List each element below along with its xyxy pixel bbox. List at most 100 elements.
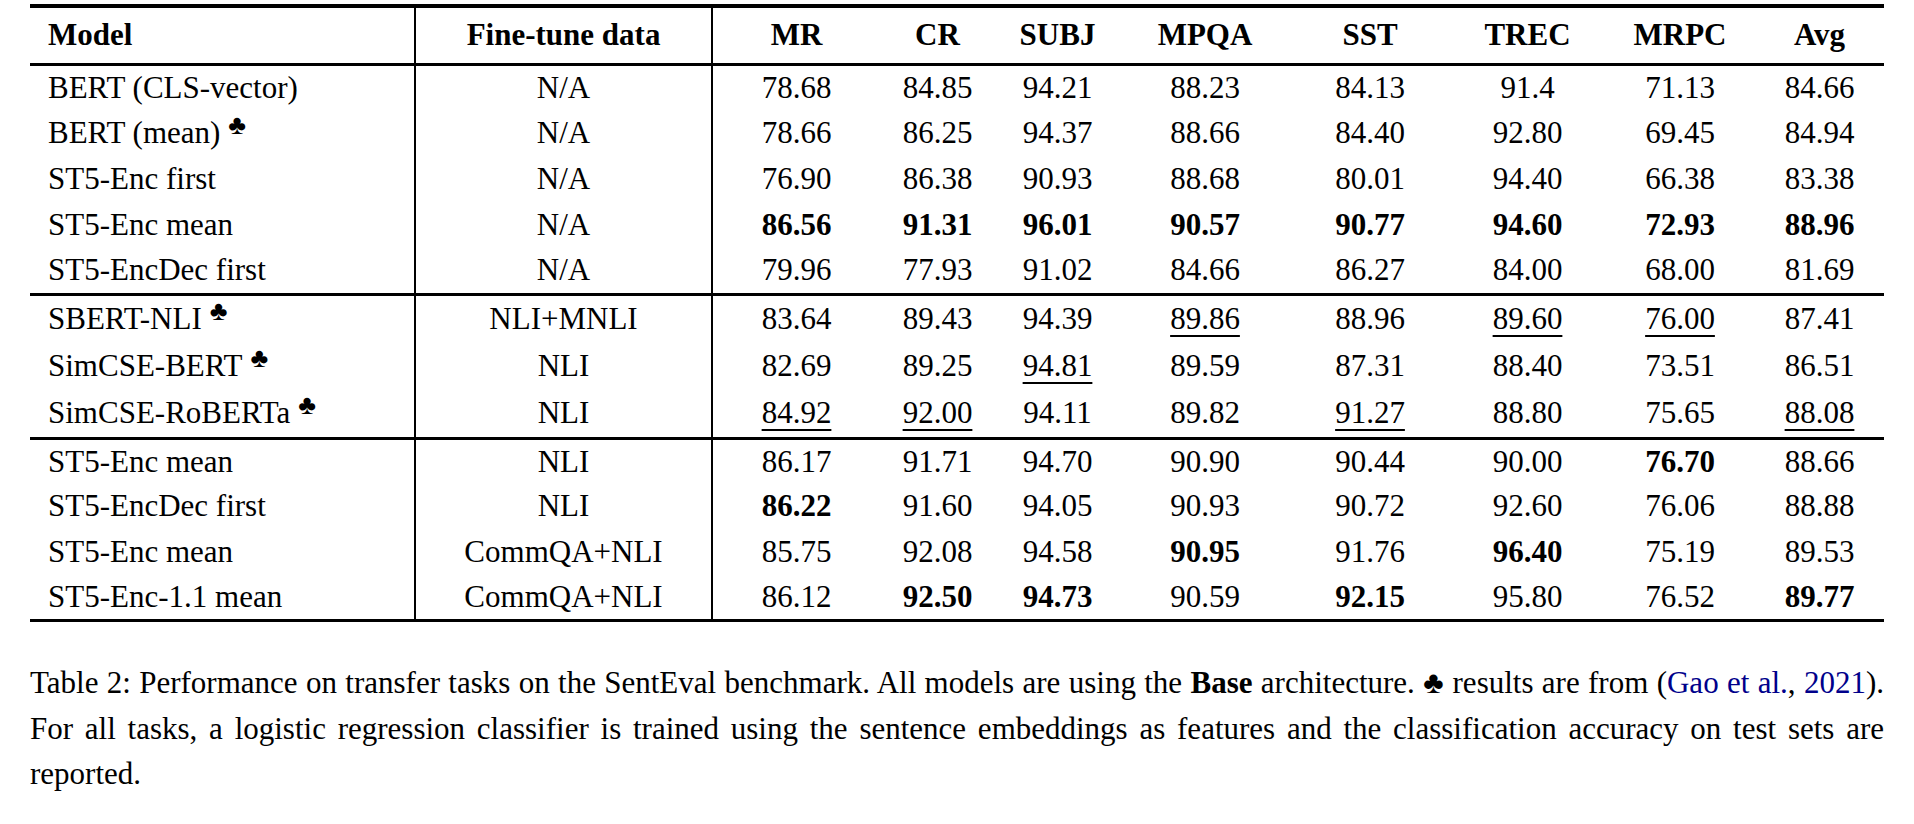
score-cell-subj: 94.21 [995, 64, 1120, 110]
model-name: SimCSE-RoBERTa♣ [30, 390, 415, 438]
column-header-fine-tune-data: Fine-tune data [415, 6, 712, 64]
model-name-label: BERT (CLS-vector) [48, 70, 298, 105]
table-caption: Table 2: Performance on transfer tasks o… [30, 660, 1884, 797]
score-cell-mrpc: 72.93 [1605, 202, 1755, 248]
model-name-label: ST5-Enc-1.1 mean [48, 579, 282, 614]
score-cell-trec: 91.4 [1450, 64, 1605, 110]
score-cell-avg: 83.38 [1755, 156, 1884, 202]
score-cell-sst: 90.77 [1290, 202, 1450, 248]
club-suit-icon: ♣ [228, 110, 246, 140]
group-3: ST5-Enc meanNLI86.1791.7194.7090.9090.44… [30, 438, 1884, 620]
model-name: BERT (mean)♣ [30, 110, 415, 156]
column-header-trec: TREC [1450, 6, 1605, 64]
score-cell-subj: 94.37 [995, 110, 1120, 156]
table-row: ST5-Enc firstN/A76.9086.3890.9388.6880.0… [30, 156, 1884, 202]
score-cell-mr: 78.68 [712, 64, 880, 110]
score-cell-cr: 89.25 [880, 342, 995, 390]
score-cell-mpqa: 88.66 [1120, 110, 1290, 156]
model-name-label: ST5-Enc mean [48, 207, 233, 242]
model-name-label: ST5-Enc first [48, 161, 216, 196]
score-cell-mpqa: 89.59 [1120, 342, 1290, 390]
caption-text: results are from ( [1444, 665, 1667, 700]
score-cell-mrpc: 68.00 [1605, 248, 1755, 294]
score-cell-cr: 86.25 [880, 110, 995, 156]
column-header-avg: Avg [1755, 6, 1884, 64]
citation-link[interactable]: Gao et al. [1667, 665, 1788, 700]
score-cell-sst: 80.01 [1290, 156, 1450, 202]
model-name: ST5-Enc mean [30, 202, 415, 248]
score-cell-trec: 88.40 [1450, 342, 1605, 390]
model-name-label: ST5-EncDec first [48, 488, 266, 523]
table-row: ST5-Enc meanN/A86.5691.3196.0190.5790.77… [30, 202, 1884, 248]
model-name-label: ST5-EncDec first [48, 252, 266, 287]
finetune-data-cell: N/A [415, 248, 712, 294]
model-name: ST5-Enc mean [30, 438, 415, 484]
score-cell-cr: 77.93 [880, 248, 995, 294]
score-cell-subj: 94.81 [995, 342, 1120, 390]
score-cell-trec: 90.00 [1450, 438, 1605, 484]
score-cell-mr: 83.64 [712, 294, 880, 342]
finetune-data-cell: NLI+MNLI [415, 294, 712, 342]
table-row: ST5-EncDec firstN/A79.9677.9391.0284.668… [30, 248, 1884, 294]
finetune-data-cell: CommQA+NLI [415, 575, 712, 621]
finetune-data-cell: NLI [415, 390, 712, 438]
score-cell-mpqa: 90.93 [1120, 484, 1290, 530]
score-cell-subj: 94.11 [995, 390, 1120, 438]
caption-text: architecture. [1252, 665, 1423, 700]
score-cell-sst: 86.27 [1290, 248, 1450, 294]
model-name: ST5-EncDec first [30, 484, 415, 530]
column-header-subj: SUBJ [995, 6, 1120, 64]
caption-text: Table 2: Performance on transfer tasks o… [30, 665, 1190, 700]
model-name: SimCSE-BERT♣ [30, 342, 415, 390]
table-row: SimCSE-RoBERTa♣NLI84.9292.0094.1189.8291… [30, 390, 1884, 438]
score-cell-mpqa: 89.82 [1120, 390, 1290, 438]
table-header: ModelFine-tune dataMRCRSUBJMPQASSTTRECMR… [30, 6, 1884, 64]
score-cell-avg: 88.96 [1755, 202, 1884, 248]
score-cell-avg: 88.66 [1755, 438, 1884, 484]
score-cell-sst: 92.15 [1290, 575, 1450, 621]
column-header-sst: SST [1290, 6, 1450, 64]
finetune-data-cell: N/A [415, 64, 712, 110]
score-cell-mrpc: 76.52 [1605, 575, 1755, 621]
score-cell-mrpc: 69.45 [1605, 110, 1755, 156]
score-cell-mr: 78.66 [712, 110, 880, 156]
score-cell-avg: 87.41 [1755, 294, 1884, 342]
score-cell-avg: 84.94 [1755, 110, 1884, 156]
score-cell-mr: 86.12 [712, 575, 880, 621]
score-cell-mr: 86.22 [712, 484, 880, 530]
citation-link[interactable]: 2021 [1804, 665, 1866, 700]
column-header-model: Model [30, 6, 415, 64]
score-cell-cr: 91.60 [880, 484, 995, 530]
score-cell-mr: 85.75 [712, 529, 880, 575]
column-header-mpqa: MPQA [1120, 6, 1290, 64]
score-cell-mrpc: 76.70 [1605, 438, 1755, 484]
score-cell-mr: 84.92 [712, 390, 880, 438]
model-name-label: SBERT-NLI [48, 301, 202, 336]
finetune-data-cell: NLI [415, 438, 712, 484]
score-cell-avg: 88.08 [1755, 390, 1884, 438]
table-row: ST5-Enc meanNLI86.1791.7194.7090.9090.44… [30, 438, 1884, 484]
score-cell-trec: 88.80 [1450, 390, 1605, 438]
score-cell-subj: 94.39 [995, 294, 1120, 342]
score-cell-mrpc: 66.38 [1605, 156, 1755, 202]
score-cell-subj: 94.58 [995, 529, 1120, 575]
table-row: ST5-Enc meanCommQA+NLI85.7592.0894.5890.… [30, 529, 1884, 575]
score-cell-mpqa: 90.95 [1120, 529, 1290, 575]
score-cell-subj: 91.02 [995, 248, 1120, 294]
column-header-mrpc: MRPC [1605, 6, 1755, 64]
model-name-label: SimCSE-RoBERTa [48, 395, 290, 430]
score-cell-mrpc: 75.65 [1605, 390, 1755, 438]
table-row: SimCSE-BERT♣NLI82.6989.2594.8189.5987.31… [30, 342, 1884, 390]
score-cell-sst: 84.13 [1290, 64, 1450, 110]
table-row: BERT (CLS-vector)N/A78.6884.8594.2188.23… [30, 64, 1884, 110]
caption-text: , [1788, 665, 1804, 700]
score-cell-subj: 94.73 [995, 575, 1120, 621]
score-cell-trec: 84.00 [1450, 248, 1605, 294]
score-cell-mr: 86.17 [712, 438, 880, 484]
score-cell-trec: 96.40 [1450, 529, 1605, 575]
score-cell-sst: 90.72 [1290, 484, 1450, 530]
model-name: SBERT-NLI♣ [30, 294, 415, 342]
score-cell-cr: 84.85 [880, 64, 995, 110]
caption-text: ♣ [1423, 665, 1444, 700]
score-cell-mr: 86.56 [712, 202, 880, 248]
